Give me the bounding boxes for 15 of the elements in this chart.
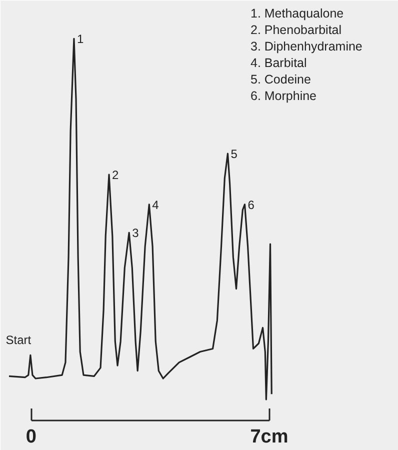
x-tick-label: 7cm: [250, 426, 288, 448]
annotation: 2: [112, 168, 120, 182]
annotation: 4. Barbital: [250, 56, 307, 70]
annotation: 1: [76, 32, 84, 46]
x-tick-label: 0: [26, 426, 36, 448]
annotation: Start: [6, 333, 32, 348]
text: 2. Phenobarbital: [250, 23, 342, 37]
annotation: 5. Codeine: [250, 72, 312, 86]
annotation: 6. Morphine: [250, 89, 317, 103]
text: 1. Methaqualone: [250, 6, 344, 20]
annotation: 3: [132, 226, 140, 240]
annotation: 4: [152, 198, 160, 212]
annotation: 5: [230, 147, 238, 162]
annotation: 6: [248, 198, 255, 212]
annotation: 3. Diphenhydramine: [250, 40, 362, 54]
